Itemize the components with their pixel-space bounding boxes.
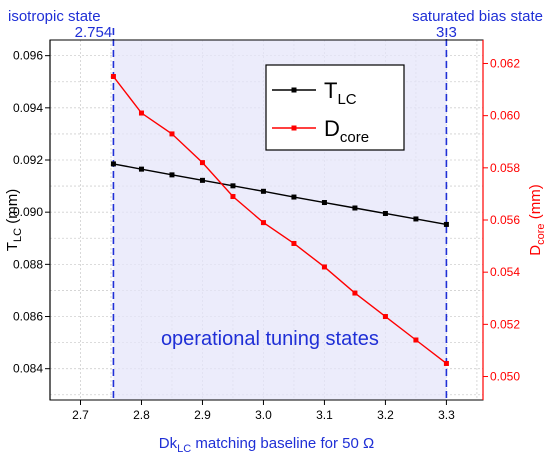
series-point-D xyxy=(321,264,327,270)
y-left-tick-label: 0.086 xyxy=(13,310,43,324)
x-tick-label: 2.8 xyxy=(133,408,150,422)
state-marker-lines xyxy=(112,28,448,400)
series-point-D xyxy=(230,194,236,200)
series-point-T xyxy=(291,194,297,200)
series-point-T xyxy=(352,205,358,211)
axis-labels: DkLC matching baseline for 50 Ω TLC (mm) D… xyxy=(4,184,547,455)
series-point-D xyxy=(138,110,144,116)
y-left-axis-title: TLC (mm) xyxy=(4,189,24,251)
series-point-T xyxy=(260,188,266,194)
legend-label: Dcore xyxy=(324,116,369,146)
series-point-D xyxy=(199,160,205,166)
series-point-D xyxy=(291,240,297,246)
y-right-tick-label: 0.062 xyxy=(490,56,520,70)
y-right-tick-label: 0.058 xyxy=(490,161,520,175)
y-left-tick-label: 0.096 xyxy=(13,49,43,63)
y-right-tick-label: 0.056 xyxy=(490,213,520,227)
x-axis-title: DkLC matching baseline for 50 Ω xyxy=(159,435,374,455)
series-line-D xyxy=(112,76,447,365)
series-point-T xyxy=(169,172,175,178)
series-point-D xyxy=(110,74,116,80)
series-point-T xyxy=(199,177,205,183)
series-point-T xyxy=(230,183,236,189)
y-left-tick-label: 0.092 xyxy=(13,153,43,167)
legend-swatch-marker xyxy=(291,87,297,93)
series-point-T xyxy=(110,161,116,167)
series-line-T xyxy=(113,163,447,226)
y-left-tick-label: 0.084 xyxy=(13,362,43,376)
x-tick-label: 2.7 xyxy=(72,408,89,422)
state-value: 2.754 xyxy=(75,24,113,41)
region-label: operational tuning states xyxy=(161,328,379,350)
x-tick-label: 3.1 xyxy=(316,408,333,422)
series-point-T xyxy=(382,210,388,216)
y-right-tick-label: 0.050 xyxy=(490,370,520,384)
y-right-tick-label: 0.054 xyxy=(490,265,520,279)
state-label: isotropic state xyxy=(8,8,101,25)
legend: TLC Dcore xyxy=(265,64,405,151)
x-tick-label: 3.3 xyxy=(438,408,455,422)
series-point-T xyxy=(413,216,419,222)
y-left-tick-label: 0.088 xyxy=(13,257,43,271)
x-tick-label: 3.2 xyxy=(377,408,394,422)
series-point-D xyxy=(169,131,175,137)
series-point-T xyxy=(321,200,327,206)
y-left-tick-label: 0.090 xyxy=(13,205,43,219)
series-point-T xyxy=(443,221,449,227)
series-point-D xyxy=(443,360,449,366)
axis-layer: 2.7 2.8 2.9 3.0 3.1 3.2 3.3 0.084 0.086 0.088 0.09… xyxy=(13,40,520,422)
legend-box xyxy=(265,64,405,151)
y-right-tick-label: 0.052 xyxy=(490,317,520,331)
y-right-tick-label: 0.060 xyxy=(490,109,520,123)
x-tick-label: 3.0 xyxy=(255,408,272,422)
series-point-D xyxy=(382,314,388,320)
series-point-D xyxy=(260,220,266,226)
legend-swatch-marker xyxy=(291,125,297,131)
state-label: saturated bias state xyxy=(412,8,543,25)
series-layer xyxy=(110,74,449,366)
y-right-axis-title: Dcore (mm) xyxy=(527,184,547,255)
series-point-D xyxy=(413,337,419,343)
legend-label: TLC xyxy=(324,78,357,108)
series-point-D xyxy=(352,290,358,296)
y-left-tick-label: 0.094 xyxy=(13,101,43,115)
x-tick-label: 2.9 xyxy=(194,408,211,422)
series-point-T xyxy=(138,166,144,172)
state-value: 3.3 xyxy=(436,24,457,41)
